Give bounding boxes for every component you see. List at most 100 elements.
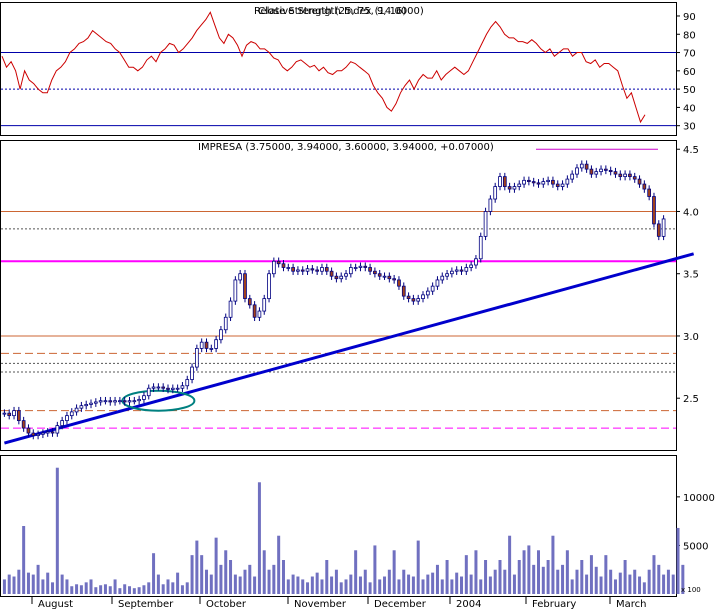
volume-bar bbox=[200, 555, 204, 594]
candle-body bbox=[512, 186, 517, 190]
candle-body bbox=[2, 412, 7, 415]
candle-body bbox=[238, 273, 243, 281]
price-tick-label: 4.0 bbox=[683, 207, 699, 218]
volume-bar bbox=[214, 537, 218, 594]
volume-bar bbox=[238, 576, 242, 594]
volume-bar bbox=[532, 564, 536, 594]
candle-body bbox=[276, 260, 281, 265]
volume-bar bbox=[522, 550, 526, 594]
candle-body bbox=[180, 385, 185, 389]
candle-body bbox=[579, 163, 584, 169]
volume-bar bbox=[128, 586, 132, 594]
volume-bar bbox=[435, 564, 439, 594]
volume-bar bbox=[411, 576, 415, 594]
candle-body bbox=[175, 387, 180, 390]
candle-body bbox=[551, 179, 555, 185]
candle-body bbox=[632, 176, 637, 180]
candle-body bbox=[228, 300, 233, 318]
candle-body bbox=[425, 290, 430, 296]
volume-bar bbox=[296, 576, 300, 594]
price-panel: 2.5 3.0 3.5 4.0 4.5 IMPRESA (3.75000, 3.9400… bbox=[0, 140, 699, 451]
candle-body bbox=[652, 196, 656, 225]
candle-body bbox=[137, 399, 141, 402]
volume-tick-label: 10000 bbox=[683, 493, 715, 504]
volume-bar bbox=[527, 545, 531, 594]
volume-bar bbox=[272, 564, 276, 594]
volume-bar bbox=[575, 569, 579, 594]
candle-body bbox=[445, 273, 449, 277]
candle-body bbox=[296, 269, 300, 272]
candle-body bbox=[584, 163, 589, 170]
volume-bar bbox=[681, 564, 685, 594]
volume-bar bbox=[180, 585, 184, 594]
volume-bar bbox=[358, 576, 362, 594]
candle-body bbox=[84, 404, 89, 407]
candle-body bbox=[599, 168, 603, 173]
volume-bar bbox=[373, 545, 377, 594]
candle-body bbox=[450, 270, 454, 275]
volume-bar bbox=[325, 560, 329, 594]
candle-body bbox=[16, 410, 21, 422]
volume-bar bbox=[474, 550, 478, 594]
candle-body bbox=[12, 410, 16, 417]
volume-bar bbox=[262, 550, 266, 594]
candle-body bbox=[527, 179, 531, 182]
volume-bar bbox=[512, 574, 516, 594]
volume-bar bbox=[233, 574, 237, 594]
candle-body bbox=[281, 263, 286, 268]
volume-bar bbox=[642, 582, 646, 594]
candle-body bbox=[257, 310, 262, 318]
volume-bar bbox=[551, 535, 555, 594]
price-candles bbox=[2, 160, 666, 440]
candle-body bbox=[483, 211, 488, 237]
x-tick-label-2004: 2004 bbox=[456, 599, 481, 610]
candle-body bbox=[401, 285, 406, 297]
candle-body bbox=[474, 258, 478, 266]
candle-body bbox=[262, 298, 267, 312]
candle-body bbox=[151, 386, 156, 389]
rsi-panel: 30 40 50 60 70 80 90 Close Strength (25, 75, 9… bbox=[0, 2, 696, 136]
volume-tick-label: 5000 bbox=[683, 541, 708, 552]
candle-body bbox=[493, 186, 498, 200]
candle-body bbox=[45, 431, 50, 434]
volume-bar bbox=[209, 574, 213, 594]
candle-body bbox=[411, 298, 416, 302]
volume-bar bbox=[152, 553, 156, 594]
volume-bar bbox=[589, 555, 593, 594]
candle-body bbox=[531, 181, 536, 184]
candle-body bbox=[570, 173, 575, 180]
volume-bar bbox=[599, 576, 603, 594]
volume-bar bbox=[363, 569, 367, 594]
volume-bar bbox=[65, 579, 69, 594]
candle-body bbox=[89, 402, 93, 405]
volume-bar bbox=[556, 569, 560, 594]
candle-body bbox=[637, 178, 642, 185]
candle-body bbox=[329, 270, 334, 277]
volume-bar bbox=[431, 572, 435, 594]
volume-bar bbox=[580, 560, 584, 594]
volume-bar bbox=[618, 572, 622, 594]
candle-body bbox=[377, 273, 382, 277]
candle-body bbox=[113, 400, 117, 403]
candle-body bbox=[161, 386, 166, 389]
candle-body bbox=[127, 400, 132, 403]
price-axis-ticks: 2.5 3.0 3.5 4.0 4.5 bbox=[676, 145, 699, 405]
volume-bar bbox=[310, 576, 314, 594]
volume-bar bbox=[70, 586, 74, 594]
x-tick-label-november: November bbox=[294, 599, 347, 610]
candle-body bbox=[156, 386, 161, 389]
candle-body bbox=[560, 183, 565, 187]
volume-bar bbox=[17, 569, 21, 594]
candle-body bbox=[69, 411, 74, 417]
candle-body bbox=[416, 298, 421, 302]
volume-bar bbox=[26, 572, 30, 594]
rsi-tick-label: 40 bbox=[683, 103, 696, 114]
volume-bar bbox=[479, 579, 483, 594]
candle-body bbox=[118, 400, 122, 403]
volume-bar bbox=[89, 579, 93, 594]
x-tick-label-march: March bbox=[616, 599, 646, 610]
candle-body bbox=[185, 379, 190, 387]
candle-body bbox=[146, 387, 151, 397]
candle-body bbox=[339, 275, 344, 280]
